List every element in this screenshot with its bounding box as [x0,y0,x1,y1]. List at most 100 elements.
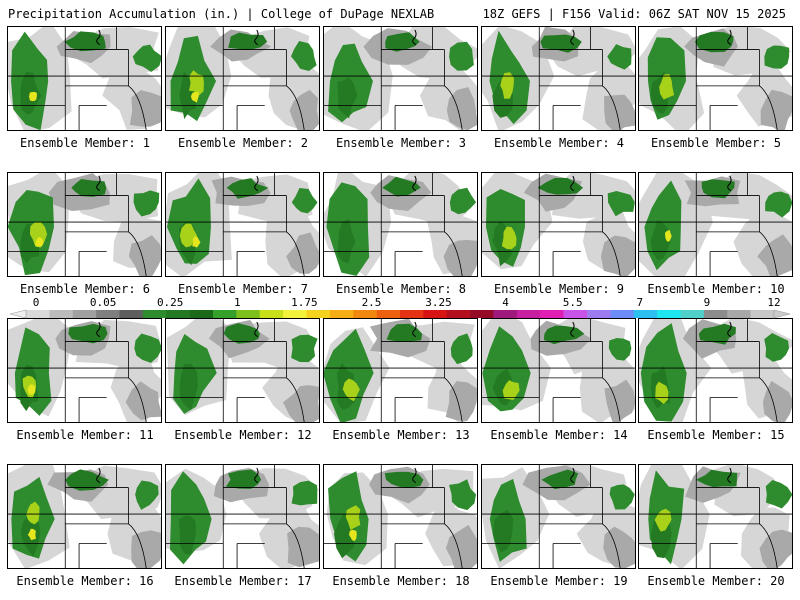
colorbar-swatch [213,310,237,318]
state-border [759,85,778,130]
precip-shade [128,235,161,276]
colorbar-tick-label: 12 [767,296,780,309]
precip-shade [502,380,520,400]
ensemble-member-label: Ensemble Member: 7 [177,282,309,296]
ensemble-member-map [638,26,793,131]
colorbar-swatch [329,310,354,318]
precip-shade [382,176,421,197]
precip-shade [695,469,738,488]
precip-shade [701,179,735,199]
precip-shade [541,469,579,490]
ensemble-member-label: Ensemble Member: 3 [335,136,467,150]
colorbar-tick-label: 0 [33,296,40,309]
precip-map-svg [166,319,319,422]
colorbar-swatch [236,310,261,318]
precip-shade [604,94,635,130]
precip-shade [654,508,672,532]
precip-shade [27,384,36,395]
precip-shade [342,378,360,402]
precip-shade [192,236,201,248]
precip-shade [287,526,319,568]
precip-shade [289,89,319,130]
colorbar-swatch [493,310,518,318]
colorbar-swatch [446,310,471,318]
state-border [602,523,621,568]
ensemble-member-map [7,26,162,131]
precip-map-svg [324,319,477,422]
precip-map-svg [324,27,477,130]
colorbar-tick-label: 3.25 [425,296,452,309]
precip-shade [133,190,160,217]
colorbar-swatch [400,310,424,318]
precip-map-svg [8,465,161,568]
precip-shade [27,528,36,541]
colorbar-swatch [470,310,494,318]
precip-shade [68,323,108,344]
precip-shade [449,41,474,71]
precip-shade [449,187,477,215]
precip-map-svg [482,27,635,130]
precip-shade [764,333,790,362]
precip-map-svg [639,27,792,130]
state-border [444,231,463,276]
precip-shade [35,237,44,247]
precip-shade [650,219,671,261]
ensemble-member-label: Ensemble Member: 12 [174,428,312,442]
ensemble-member-label: Ensemble Member: 10 [647,282,785,296]
precip-shade [188,70,204,96]
ensemble-member-map [323,172,478,277]
colorbar-tick-label: 9 [704,296,711,309]
colorbar-swatch [376,310,401,318]
precip-shade [765,480,792,509]
precip-shade [129,90,161,127]
precip-shade [190,91,199,103]
colorbar-swatch [283,310,307,318]
precip-shade [760,89,792,130]
precip-map-svg [482,173,635,276]
ensemble-member-map [323,26,478,131]
precip-shade [290,41,317,72]
colorbar-swatch [750,310,775,318]
river-line [727,321,732,338]
colorbar-swatch [96,310,120,318]
ensemble-member-label: Ensemble Member: 15 [647,428,785,442]
precip-shade [349,529,357,542]
precip-shade [609,484,635,510]
ensemble-member-map [7,318,162,423]
colorbar-swatch [189,310,214,318]
precip-shade [131,530,161,568]
map-title: Precipitation Accumulation (in.) | Colle… [8,7,435,21]
precip-shade [492,509,514,553]
state-border [286,523,305,568]
precip-shade [71,178,107,197]
colorbar-tick-label: 4 [502,296,509,309]
colorbar-swatch [680,310,705,318]
ensemble-member-label: Ensemble Member: 13 [332,428,470,442]
precip-shade [179,363,198,411]
precip-shade [443,239,477,276]
precip-shade [450,333,473,365]
river-line [412,467,417,484]
precip-map-svg [482,319,635,422]
river-line [570,175,575,192]
colorbar-swatch [610,310,635,318]
precip-shade [603,526,635,568]
colorbar-swatch [119,310,144,318]
precip-map-svg [324,465,477,568]
precip-map-svg [8,319,161,422]
ensemble-member-map [481,172,636,277]
precip-map-svg [166,173,319,276]
ensemble-member-label: Ensemble Member: 19 [490,574,628,588]
colorbar-swatch [259,310,284,318]
river-line [727,29,732,46]
state-border [602,231,621,276]
precip-shade [132,44,161,72]
colorbar-swatch [49,310,74,318]
river-line [570,467,575,484]
river-line [254,29,259,46]
ensemble-member-map [638,464,793,569]
state-border [128,523,147,568]
state-border [444,85,463,130]
ensemble-member-label: Ensemble Member: 6 [19,282,151,296]
state-border [286,231,305,276]
